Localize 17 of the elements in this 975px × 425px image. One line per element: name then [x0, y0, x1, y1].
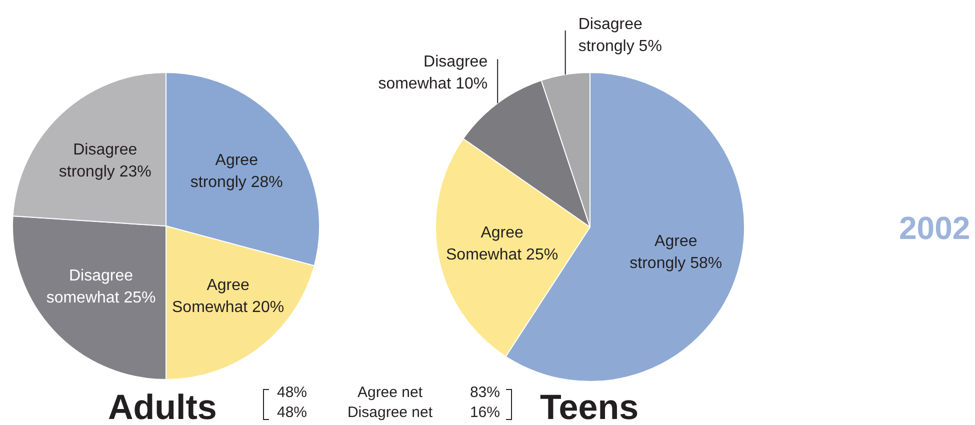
slice-label: Disagree somewhat 25% [46, 267, 156, 306]
text: 83% [470, 383, 500, 403]
slice-label: Agree Somewhat 20% [172, 277, 284, 316]
text: 16% [470, 403, 500, 423]
text: Agree net [356, 383, 424, 403]
text: Adults [108, 388, 217, 425]
text: 48% [277, 383, 308, 403]
slice-label: Disagree strongly 5% [578, 16, 662, 55]
text: Disagree net [346, 403, 434, 423]
slice-label: Agree strongly 28% [190, 152, 283, 192]
text: 48% [277, 403, 308, 423]
slice-label: Agree Somewhat 25% [446, 224, 558, 264]
text: 2002 [899, 210, 970, 246]
slice-label: Disagree somewhat 10% [378, 54, 488, 93]
slice-label: Agree strongly 58% [630, 232, 722, 272]
text: Teens [540, 388, 639, 425]
slice-label: Disagree strongly 23% [58, 141, 152, 180]
